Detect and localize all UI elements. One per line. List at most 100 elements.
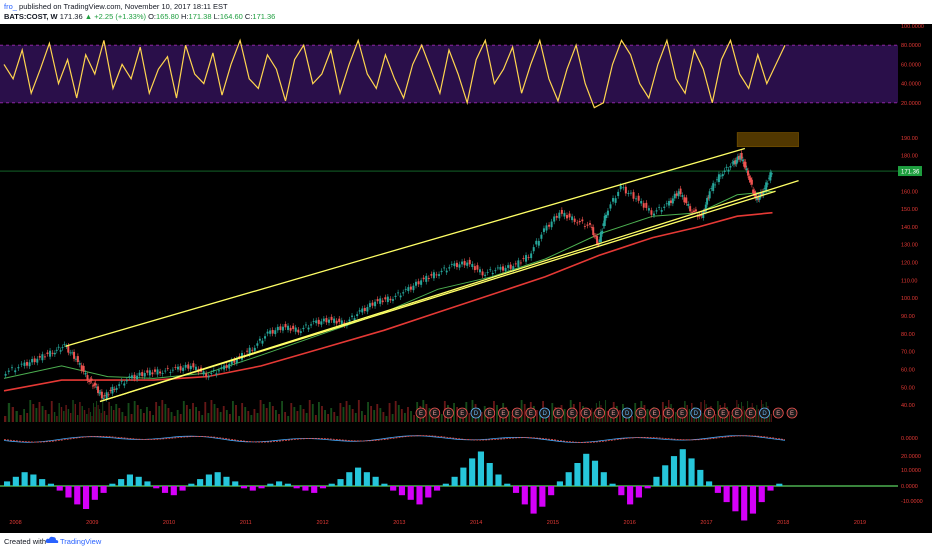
macd-histogram-bar: [118, 479, 125, 486]
candle-body: [4, 373, 7, 376]
volume-bar: [403, 413, 406, 422]
volume-bar: [268, 402, 271, 422]
candle-body: [205, 373, 208, 377]
candle-body: [668, 201, 671, 206]
earnings-marker[interactable]: [676, 407, 688, 419]
volume-bar: [410, 411, 412, 422]
volume-bar: [11, 407, 14, 422]
earnings-marker[interactable]: [443, 407, 454, 419]
volume-bar: [7, 403, 11, 422]
earnings-marker[interactable]: [580, 407, 592, 419]
candle-body: [719, 175, 722, 177]
candle-body: [88, 381, 91, 382]
candle-body: [624, 186, 627, 194]
earnings-marker[interactable]: [759, 407, 770, 419]
candle-body: [164, 370, 167, 372]
candle-body: [111, 386, 114, 394]
candle-body: [583, 226, 586, 227]
candle-body: [650, 210, 653, 215]
earnings-marker[interactable]: [731, 407, 743, 419]
time-axis-label: 2013: [393, 520, 405, 526]
candle-body: [696, 216, 699, 218]
price-axis-label: 110.00: [901, 278, 917, 284]
earnings-marker[interactable]: [429, 407, 441, 419]
earnings-marker[interactable]: [594, 407, 606, 419]
published-text: published on TradingView.com, November 1…: [19, 2, 228, 11]
volume-bar: [579, 402, 581, 422]
volume-bar: [167, 408, 170, 422]
candle-body: [435, 274, 438, 276]
earnings-marker[interactable]: [553, 407, 564, 419]
candle-body: [458, 264, 461, 268]
earnings-marker[interactable]: [772, 407, 784, 419]
candle-body: [107, 394, 110, 396]
candle-body: [61, 347, 64, 349]
earnings-marker[interactable]: [539, 407, 551, 419]
volume-bar: [330, 408, 333, 422]
earnings-marker[interactable]: [621, 407, 633, 419]
candle-body: [46, 352, 49, 355]
earnings-marker-label: E: [460, 411, 464, 417]
earnings-marker[interactable]: [786, 407, 798, 419]
volume-bar: [407, 407, 409, 422]
volume-bar: [305, 413, 308, 422]
earnings-marker[interactable]: [717, 407, 729, 419]
footer: Created with TradingView: [0, 533, 932, 550]
earnings-marker[interactable]: [456, 407, 468, 419]
macd-histogram-bar: [425, 486, 432, 498]
candle-body: [151, 372, 154, 375]
candle-body: [425, 275, 428, 282]
earnings-marker[interactable]: [690, 407, 702, 419]
earnings-marker[interactable]: [525, 407, 537, 419]
macd-histogram-bar: [714, 486, 721, 493]
candle-body: [590, 226, 593, 228]
candle-body: [691, 211, 694, 213]
earnings-marker[interactable]: [662, 407, 674, 419]
earnings-marker[interactable]: [470, 407, 482, 419]
candle-body: [103, 395, 106, 397]
candle-body: [509, 264, 512, 269]
candle-body: [271, 329, 274, 334]
candle-body: [174, 367, 177, 368]
earnings-marker[interactable]: [511, 407, 523, 419]
chart-canvas[interactable]: 100.0000 80.0000 60.0000 40.0000 20.0000 190…: [0, 24, 932, 533]
macd-histogram-bar: [670, 456, 678, 486]
earnings-marker[interactable]: [498, 407, 509, 419]
earnings-marker[interactable]: [415, 407, 427, 419]
candle-body: [146, 370, 149, 373]
earnings-marker[interactable]: [566, 407, 578, 419]
candle-body: [468, 259, 471, 265]
candle-body: [601, 230, 604, 235]
tradingview-brand-link[interactable]: TradingView: [60, 537, 102, 546]
candle-body: [310, 324, 313, 326]
earnings-marker[interactable]: [649, 407, 660, 419]
earnings-marker[interactable]: [745, 407, 757, 419]
candle-body: [156, 369, 159, 375]
volume-bar: [744, 410, 745, 422]
candle-body: [399, 295, 402, 298]
earnings-marker[interactable]: [484, 407, 496, 419]
time-axis-label: 2016: [624, 520, 636, 526]
volume-bar: [91, 416, 93, 422]
earnings-marker[interactable]: [607, 407, 619, 419]
candle-body: [215, 373, 218, 375]
volume-bar: [287, 416, 290, 422]
volume-bar: [278, 414, 280, 422]
macd-histogram-bar: [653, 476, 660, 486]
tradingview-cloud-icon: [45, 536, 59, 543]
macd-histogram-bar: [267, 483, 274, 486]
volume-bar: [674, 412, 677, 422]
earnings-marker[interactable]: [635, 407, 647, 419]
candle-body: [448, 267, 451, 269]
author-link[interactable]: fro_: [4, 2, 17, 11]
volume-bar: [566, 413, 569, 422]
candle-body: [519, 262, 522, 264]
volume-bar: [367, 402, 369, 422]
volume-bar: [198, 411, 201, 422]
candle-body: [560, 209, 563, 214]
candle-body: [596, 236, 599, 244]
symbol-label[interactable]: BATS:COST, W: [4, 12, 58, 21]
candle-body: [749, 177, 752, 183]
candle-body: [609, 204, 612, 209]
earnings-marker[interactable]: [704, 407, 715, 419]
